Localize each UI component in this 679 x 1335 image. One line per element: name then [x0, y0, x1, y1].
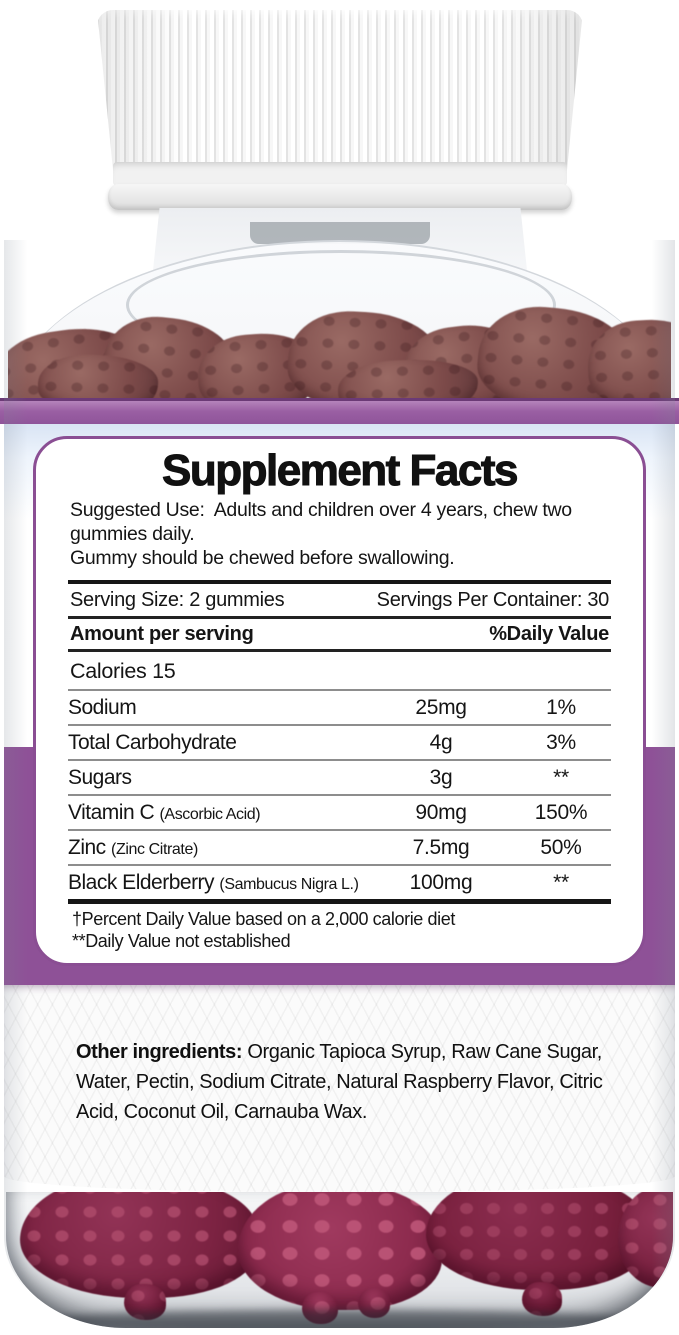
- nutrient-amount: 90mg: [415, 801, 467, 825]
- raspberry-gummy: [426, 1192, 648, 1290]
- nutrient-row-sugars: Sugars 3g **: [68, 761, 611, 797]
- amount-per-serving-header: Amount per serving: [70, 623, 254, 646]
- calories-row: Calories 15: [68, 652, 611, 692]
- nutrient-row-black-elderberry: Black Elderberry (Sambucus Nigra L.) 100…: [68, 866, 611, 899]
- suggested-use: Suggested Use: Adults and children over …: [70, 498, 609, 570]
- nutrient-name: Sodium: [68, 696, 137, 720]
- nutrient-detail: (Ascorbic Acid): [159, 806, 261, 824]
- bottle-cap-lower-band: [113, 162, 567, 186]
- divider-thick: [68, 899, 611, 905]
- raspberry-gummy-bump: [522, 1282, 562, 1316]
- nutrient-detail: (Sambucus Nigra L.): [219, 876, 359, 894]
- nutrient-row-vitamin-c: Vitamin C (Ascorbic Acid) 90mg 150%: [68, 796, 611, 832]
- serving-size: Serving Size: 2 gummies: [70, 589, 285, 612]
- label-bottom-section: Other ingredients: Organic Tapioca Syrup…: [4, 985, 675, 1192]
- column-headers-row: Amount per serving %Daily Value: [68, 619, 611, 653]
- divider-thick: [68, 580, 611, 585]
- other-ingredients-line3: Citric Acid, Coconut Oil, Carnauba Wax.: [76, 1071, 607, 1123]
- nutrient-amount: 7.5mg: [412, 836, 470, 860]
- raspberry-gummy: [20, 1192, 258, 1298]
- nutrient-amount: 100mg: [409, 871, 473, 895]
- nutrient-dv: 50%: [540, 836, 582, 860]
- footnote-not-established: **Daily Value not established: [72, 931, 291, 952]
- nutrient-dv: **: [553, 871, 569, 895]
- nutrient-name: Sugars: [68, 766, 132, 790]
- footnote-daily-value: †Percent Daily Value based on a 2,000 ca…: [72, 909, 455, 930]
- nutrient-row-sodium: Sodium 25mg 1%: [68, 691, 611, 727]
- nutrient-amount: 3g: [429, 766, 453, 790]
- nutrient-row-total-carbohydrate: Total Carbohydrate 4g 3%: [68, 726, 611, 762]
- nutrient-detail: (Zinc Citrate): [111, 841, 198, 859]
- bottle-base-shadow: [36, 1310, 643, 1328]
- nutrient-dv: 3%: [546, 731, 576, 755]
- nutrient-amount: 25mg: [415, 696, 467, 720]
- supplement-facts-panel: Supplement Facts Suggested Use: Adults a…: [33, 436, 646, 966]
- nutrient-dv: **: [553, 766, 569, 790]
- other-ingredients: Other ingredients: Organic Tapioca Syrup…: [4, 985, 675, 1127]
- suggested-use-line: Suggested Use: Adults and children over …: [70, 499, 572, 522]
- bottle-cap-lip: [108, 184, 572, 210]
- cap-inner-plug: [250, 222, 430, 244]
- other-ingredients-line2: Water, Pectin, Sodium Citrate, Natural R…: [76, 1071, 555, 1093]
- servings-per-container: Servings Per Container: 30: [376, 589, 610, 612]
- nutrient-row-zinc: Zinc (Zinc Citrate) 7.5mg 50%: [68, 831, 611, 867]
- nutrient-name: Total Carbohydrate: [68, 731, 237, 755]
- suggested-use-line: Gummy should be chewed before swallowing…: [70, 547, 455, 570]
- raspberry-gummy: [618, 1192, 673, 1288]
- label-top-purple-stripe: [0, 398, 679, 424]
- daily-value-header: %Daily Value: [489, 623, 609, 646]
- nutrient-dv: 1%: [546, 696, 576, 720]
- nutrient-amount: 4g: [429, 731, 453, 755]
- nutrient-dv: 150%: [534, 801, 588, 825]
- gummies-top: [8, 300, 671, 400]
- serving-row: Serving Size: 2 gummies Servings Per Con…: [68, 584, 611, 620]
- other-ingredients-label: Other ingredients:: [76, 1041, 243, 1063]
- bottle-cap: [97, 10, 583, 180]
- suggested-use-line: gummies daily.: [70, 523, 195, 546]
- footnotes: †Percent Daily Value based on a 2,000 ca…: [72, 908, 643, 952]
- nutrient-name: Zinc: [68, 836, 106, 860]
- bottle-cap-shading: [97, 10, 583, 180]
- bottle-bottom: [6, 1192, 673, 1328]
- nutrient-name: Vitamin C: [68, 801, 155, 825]
- other-ingredients-line1: Organic Tapioca Syrup, Raw Cane Sugar,: [242, 1041, 602, 1063]
- nutrient-name: Black Elderberry: [68, 871, 215, 895]
- panel-title: Supplement Facts: [162, 446, 519, 496]
- raspberry-gummy: [238, 1192, 442, 1310]
